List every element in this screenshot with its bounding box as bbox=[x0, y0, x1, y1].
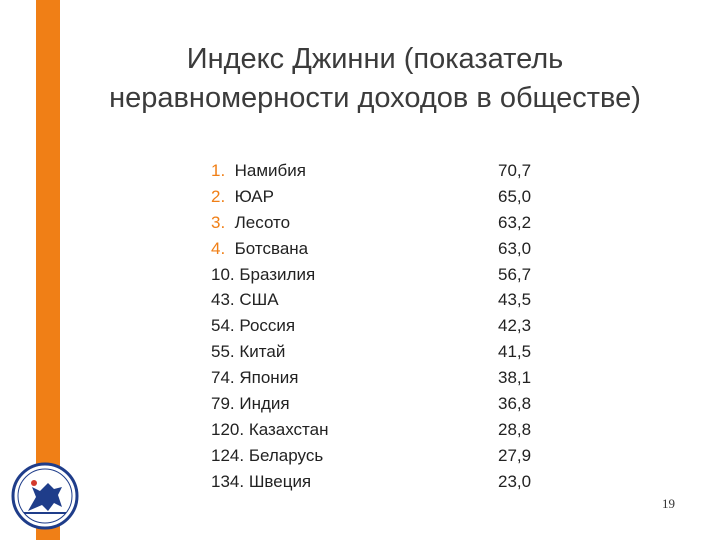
list-item-value: 65,0 bbox=[498, 186, 532, 206]
list-item-country: Лесото bbox=[234, 212, 291, 232]
university-emblem-icon bbox=[11, 462, 79, 530]
list-item-value: 28,8 bbox=[498, 419, 532, 439]
list-item-value: 38,1 bbox=[498, 368, 532, 388]
side-accent-bar bbox=[36, 0, 60, 540]
list-item: 10. Бразилия 56,7 bbox=[211, 262, 531, 288]
list-item: 79. Индия 36,8 bbox=[211, 391, 531, 417]
list-item-country: Швеция bbox=[248, 471, 312, 491]
list-item: 3. Лесото 63,2 bbox=[211, 210, 531, 236]
list-item: 120. Казахстан 28,8 bbox=[211, 417, 531, 443]
list-item-value: 41,5 bbox=[498, 342, 532, 362]
list-item-country: ЮАР bbox=[234, 186, 274, 206]
list-item-value: 56,7 bbox=[498, 264, 532, 284]
list-item-country: США bbox=[239, 290, 279, 310]
list-item-rank: 2. bbox=[211, 186, 226, 206]
list-item-value: 42,3 bbox=[498, 316, 532, 336]
list-item-rank: 55. bbox=[211, 342, 235, 362]
list-item-rank: 4. bbox=[211, 238, 226, 258]
list-item-value: 63,2 bbox=[498, 212, 532, 232]
title-line-1: Индекс Джинни (показатель bbox=[186, 43, 564, 75]
list-item-country: Китай bbox=[239, 342, 286, 362]
list-item-value: 36,8 bbox=[498, 394, 532, 414]
list-item-rank: 79. bbox=[211, 394, 235, 414]
list-item-rank: 74. bbox=[211, 368, 235, 388]
list-item-country: Россия bbox=[239, 316, 296, 336]
list-item-value: 27,9 bbox=[498, 445, 532, 465]
list-item-value: 70,7 bbox=[498, 161, 532, 180]
slide-title: Индекс Джинни (показатель неравномерност… bbox=[70, 40, 680, 118]
gini-ranking-list: 1. Намибия 70,7 2. ЮАР 65,0 3. Лесото 63… bbox=[211, 158, 531, 495]
list-item: 55. Китай 41,5 bbox=[211, 339, 531, 365]
list-item-rank: 1. bbox=[211, 161, 226, 180]
list-item-country: Бразилия bbox=[239, 264, 316, 284]
list-item-rank: 124. bbox=[211, 445, 245, 465]
list-item-rank: 3. bbox=[211, 212, 226, 232]
list-item-rank: 120. bbox=[211, 419, 245, 439]
title-line-2: неравномерности доходов в обществе) bbox=[109, 82, 641, 114]
list-item: 43. США 43,5 bbox=[211, 287, 531, 313]
page-number: 19 bbox=[662, 496, 675, 511]
list-item: 54. Россия 42,3 bbox=[211, 313, 531, 339]
list-item-country: Беларусь bbox=[248, 445, 324, 465]
list-item-country: Ботсвана bbox=[234, 238, 309, 258]
list-item-country: Намибия bbox=[234, 161, 306, 180]
list-item-rank: 43. bbox=[211, 290, 235, 310]
list-item: 1. Намибия 70,7 bbox=[211, 158, 531, 184]
list-item-country: Индия bbox=[239, 394, 290, 414]
list-item: 2. ЮАР 65,0 bbox=[211, 184, 531, 210]
list-item: 4. Ботсвана 63,0 bbox=[211, 236, 531, 262]
list-item-rank: 54. bbox=[211, 316, 235, 336]
list-item-value: 43,5 bbox=[498, 290, 532, 310]
list-item-country: Япония bbox=[239, 368, 299, 388]
list-item-value: 23,0 bbox=[498, 471, 532, 491]
list-item-rank: 10. bbox=[211, 264, 235, 284]
list-item-country: Казахстан bbox=[248, 419, 329, 439]
list-item: 124. Беларусь 27,9 bbox=[211, 443, 531, 469]
list-item: 134. Швеция 23,0 bbox=[211, 469, 531, 495]
list-item-rank: 134. bbox=[211, 471, 245, 491]
list-item-value: 63,0 bbox=[498, 238, 532, 258]
list-item: 74. Япония 38,1 bbox=[211, 365, 531, 391]
